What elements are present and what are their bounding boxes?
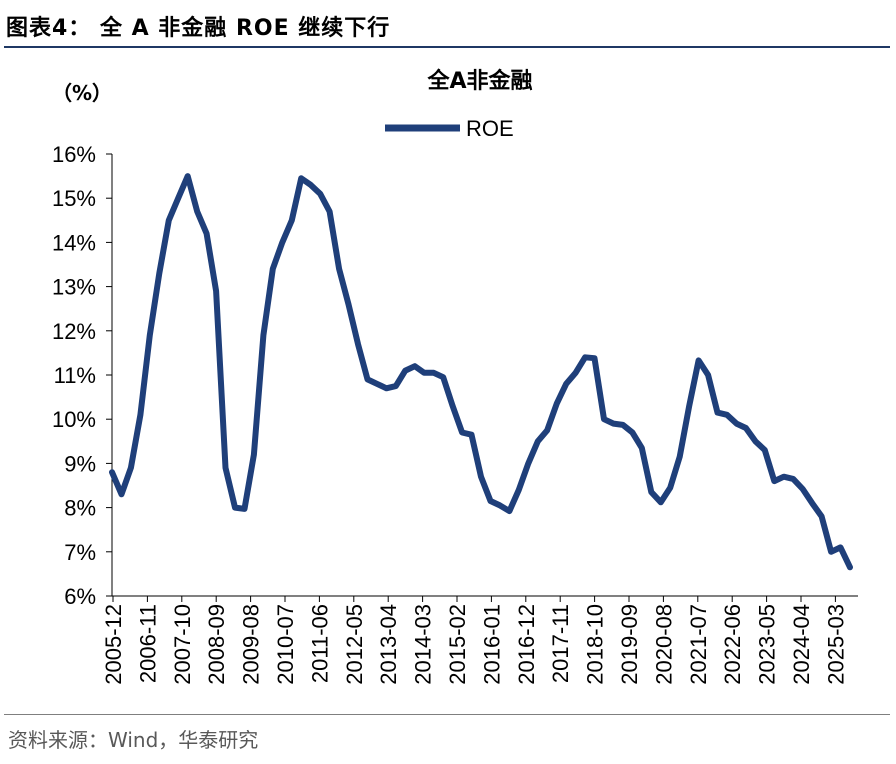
x-tick-label: 2014-03	[411, 604, 436, 685]
x-tick-label: 2010-07	[273, 604, 298, 685]
y-tick-label: 8%	[64, 496, 96, 521]
x-tick-label: 2015-02	[445, 604, 470, 685]
source-note: 资料来源：Wind，华泰研究	[8, 728, 259, 752]
y-tick-label: 10%	[52, 407, 96, 432]
x-tick-label: 2008-09	[204, 604, 229, 685]
x-tick-label: 2016-01	[479, 604, 504, 685]
y-tick-label: 7%	[64, 540, 96, 565]
x-tick-label: 2009-08	[239, 604, 264, 685]
x-tick-label: 2018-10	[583, 604, 608, 685]
x-tick-label: 2025-03	[823, 604, 848, 685]
legend: ROE	[385, 116, 514, 141]
x-tick-label: 2022-06	[720, 604, 745, 685]
y-tick-label: 15%	[52, 186, 96, 211]
x-tick-label: 2017-11	[548, 604, 573, 683]
y-tick-label: 13%	[52, 275, 96, 300]
x-tick-label: 2021-07	[686, 604, 711, 685]
x-axis-ticks: 2005-12 2006-11 2007-10 2008-09 2009-08 2010-…	[101, 596, 848, 685]
y-tick-label: 16%	[52, 142, 96, 167]
x-tick-label: 2023-05	[755, 604, 780, 685]
x-tick-label: 2020-08	[651, 604, 676, 685]
y-tick-label: 9%	[64, 451, 96, 476]
y-axis-ticks: 6% 7% 8% 9% 10% 11% 12% 13% 14% 15% 16%	[52, 142, 112, 609]
axes	[111, 154, 858, 597]
x-tick-label: 2019-09	[617, 604, 642, 685]
footer-rule	[4, 714, 890, 715]
chart-title: 全A非金融	[426, 68, 532, 94]
x-tick-label: 2011-06	[307, 604, 332, 683]
x-tick-label: 2007-10	[170, 604, 195, 685]
x-tick-label: 2006-11	[135, 604, 160, 683]
x-tick-label: 2012-05	[342, 604, 367, 685]
y-tick-label: 12%	[52, 319, 96, 344]
figure-title: 图表4： 全 A 非金融 ROE 继续下行	[6, 16, 391, 41]
y-tick-label: 14%	[52, 230, 96, 255]
x-tick-label: 2013-04	[376, 604, 401, 685]
title-rule	[4, 46, 890, 48]
legend-label-roe: ROE	[466, 116, 514, 141]
x-tick-label: 2024-04	[789, 604, 814, 685]
y-tick-label: 11%	[54, 363, 96, 388]
x-tick-label: 2016-12	[514, 604, 539, 685]
x-tick-label: 2005-12	[101, 604, 126, 685]
y-axis-unit-label: （%）	[52, 81, 112, 105]
y-tick-label: 6%	[64, 584, 96, 609]
series-line-roe	[109, 173, 853, 571]
